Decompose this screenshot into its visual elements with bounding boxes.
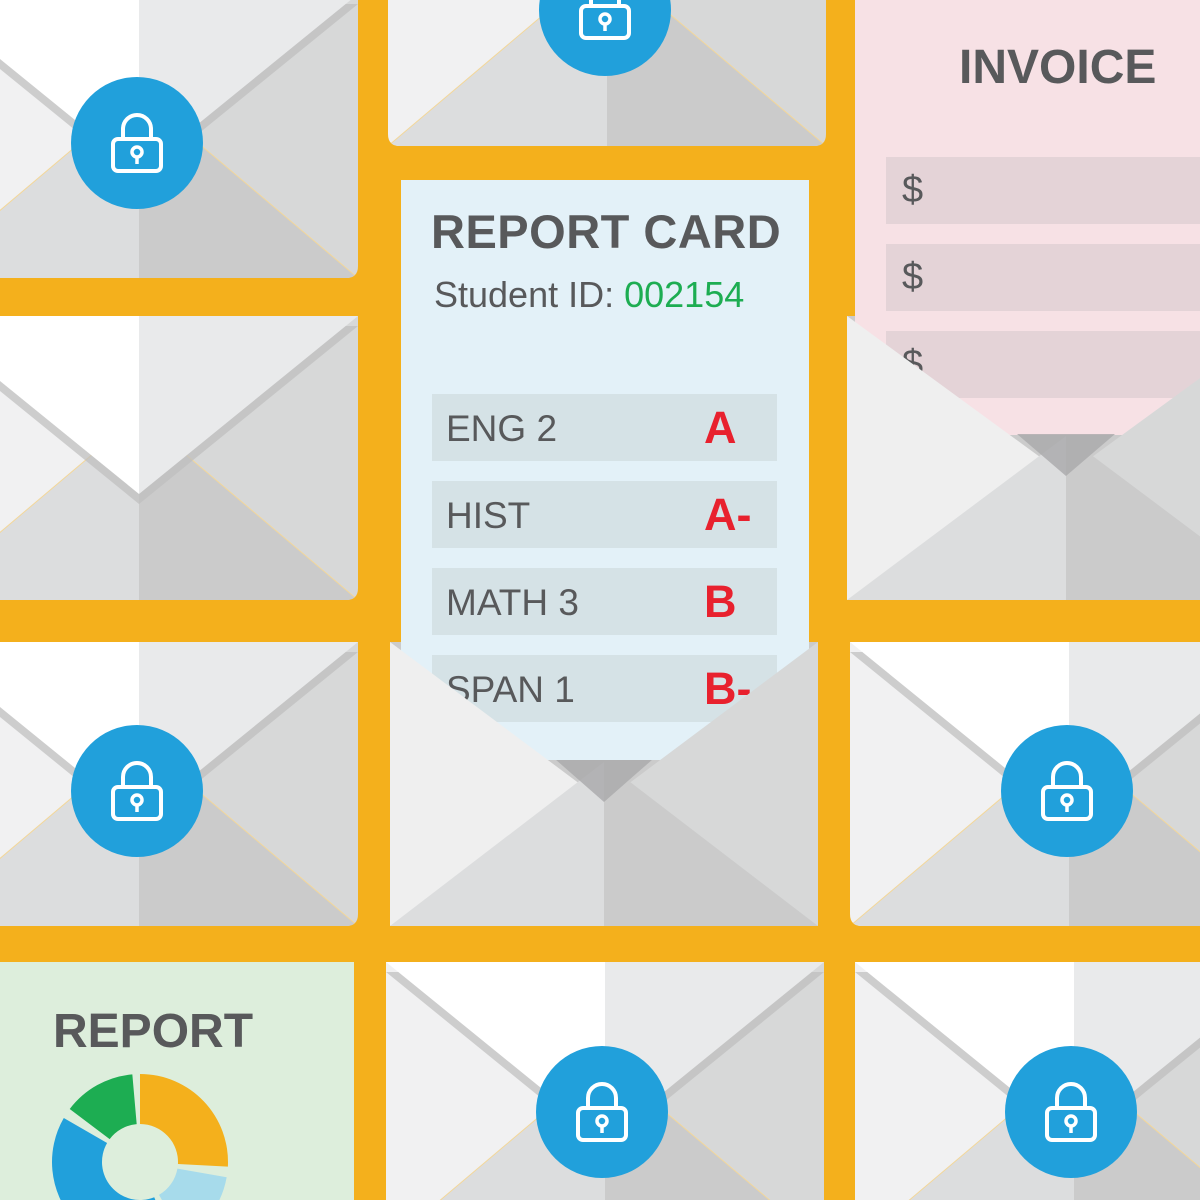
padlock-icon — [536, 1046, 668, 1178]
lock-badge — [536, 1046, 668, 1178]
student-id-value: 002154 — [624, 274, 745, 315]
lock-badge — [1001, 725, 1133, 857]
grade-row: ENG 2 A — [432, 394, 777, 461]
lock-badge — [71, 77, 203, 209]
report-title: REPORT — [53, 1005, 254, 1058]
subject: HIST — [446, 495, 531, 536]
subject: MATH 3 — [446, 582, 579, 623]
report-card-title: REPORT CARD — [431, 205, 782, 258]
invoice-line: $ — [886, 157, 1200, 224]
padlock-icon — [71, 725, 203, 857]
report-card-envelope-front — [390, 642, 818, 926]
invoice-envelope-front — [847, 316, 1200, 600]
lock-badge — [1005, 1046, 1137, 1178]
student-id-label: Student ID: — [434, 274, 625, 315]
dollar-sign: $ — [902, 256, 924, 298]
report-card-document: REPORT CARD Student ID: 002154 ENG 2 A HI… — [401, 180, 809, 760]
subject: ENG 2 — [446, 408, 558, 449]
grade: B — [704, 576, 737, 627]
envelope — [0, 316, 358, 600]
padlock-icon — [71, 77, 203, 209]
envelope-pocket-icon — [390, 642, 818, 926]
padlock-icon — [1005, 1046, 1137, 1178]
donut-segment — [159, 1168, 227, 1200]
donut-segment — [69, 1074, 137, 1140]
donut-segment — [52, 1118, 156, 1200]
lock-badge — [539, 0, 671, 76]
lock-badge — [71, 725, 203, 857]
donut-segment — [140, 1074, 228, 1167]
padlock-icon — [539, 0, 671, 76]
envelope-icon — [0, 316, 358, 600]
invoice-line: $ — [886, 244, 1200, 311]
student-id: Student ID: 002154 — [434, 274, 744, 316]
grade-row: MATH 3 B — [432, 568, 777, 635]
invoice-title: INVOICE — [959, 41, 1157, 94]
grade-row: HIST A- — [432, 481, 777, 548]
donut-chart-icon — [52, 1074, 228, 1200]
grade: A- — [704, 489, 752, 540]
envelope-pocket-icon — [847, 316, 1200, 600]
padlock-icon — [1001, 725, 1133, 857]
report-document: REPORT — [0, 962, 354, 1200]
dollar-sign: $ — [902, 169, 924, 211]
grade: A — [704, 402, 737, 453]
